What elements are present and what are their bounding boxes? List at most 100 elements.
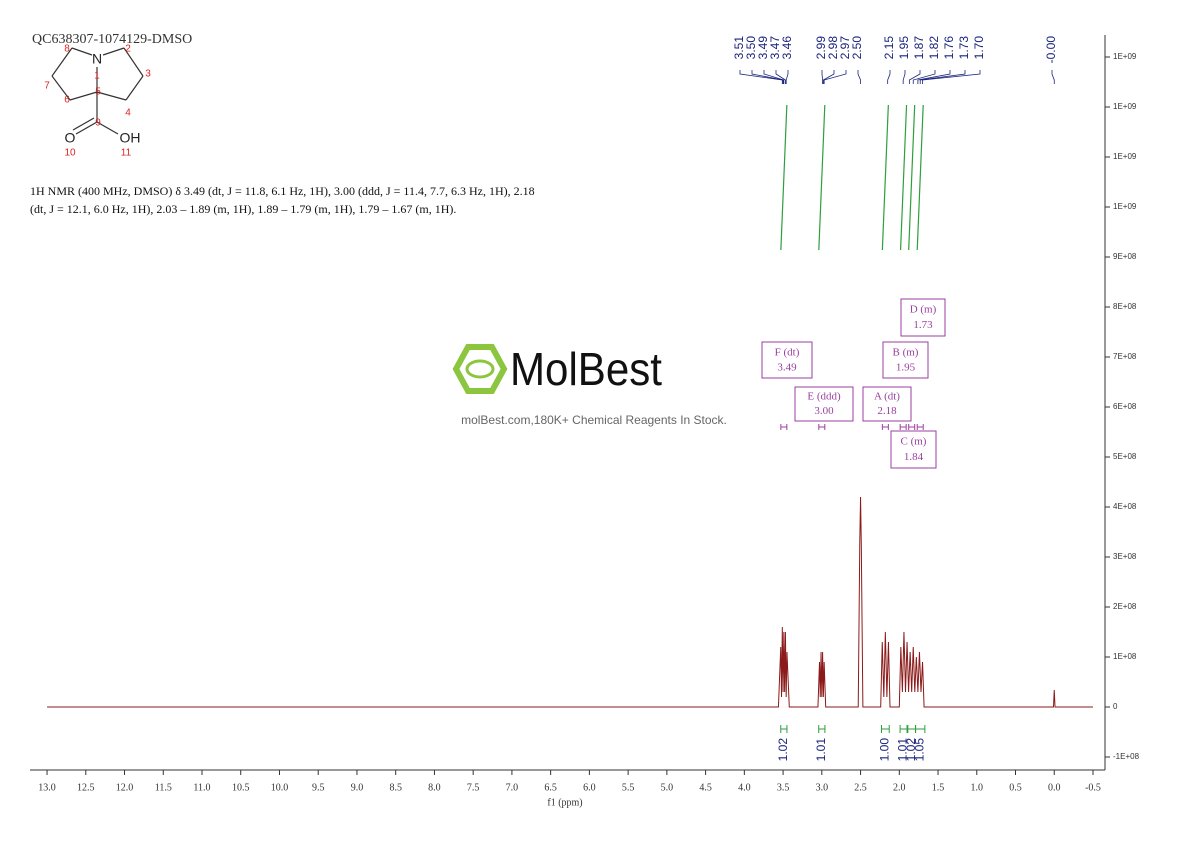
bond (96, 91, 127, 101)
x-tick-label: 5.0 (661, 782, 674, 793)
y-tick-label: -1E+08 (1113, 752, 1140, 761)
x-tick-label: 3.0 (816, 782, 829, 793)
multiplet-name: E (ddd) (807, 391, 841, 403)
y-tick-label: 7E+08 (1113, 352, 1137, 361)
x-tick-label: 7.5 (467, 782, 480, 793)
integral-bracket (818, 725, 826, 733)
integral-bracket (880, 725, 890, 733)
integral-curve (916, 104, 924, 251)
bond (71, 47, 93, 56)
x-tick-label: 5.5 (622, 782, 635, 793)
atom-number: 1 (94, 71, 100, 82)
bond (69, 91, 98, 101)
chart-title: QC638307-1074129-DMSO (32, 32, 192, 47)
peak-pointer (1051, 70, 1055, 84)
multiplet-name: D (m) (910, 304, 937, 316)
x-tick-label: 0.5 (1009, 782, 1022, 793)
peak-label: 2.97 (838, 36, 852, 60)
peak-label: 1.82 (927, 36, 941, 60)
integral-label: 1.02 (776, 738, 790, 762)
watermark-tagline: molBest.com,180K+ Chemical Reagents In S… (461, 413, 727, 427)
peak-label: 1.87 (912, 36, 926, 60)
multiplet-marker (780, 424, 788, 430)
y-tick-label: 2E+08 (1113, 602, 1137, 611)
y-tick-label: 8E+08 (1113, 302, 1137, 311)
y-tick-label: 4E+08 (1113, 502, 1137, 511)
multiplet-marker (916, 424, 924, 430)
peak-pointer (917, 70, 951, 84)
x-tick-label: 1.5 (932, 782, 945, 793)
integral-curve (780, 104, 788, 251)
peak-pointer (902, 70, 906, 84)
peak-pointer (763, 70, 785, 84)
x-tick-label: 2.0 (893, 782, 906, 793)
bond (123, 47, 144, 77)
peak-pointer (908, 70, 921, 84)
atom-label: O (65, 130, 76, 146)
y-tick-label: 3E+08 (1113, 552, 1137, 561)
multiplet-box (900, 298, 946, 337)
bond (102, 47, 125, 56)
multiplet-marker (881, 424, 889, 430)
atom-label: OH (120, 130, 141, 146)
peak-pointer (821, 70, 823, 84)
peak-label: 2.15 (882, 36, 896, 60)
multiplet-name: F (dt) (775, 346, 800, 358)
peak-label: 2.50 (850, 36, 864, 60)
y-tick-label: 1E+09 (1113, 52, 1137, 61)
atom-number: 8 (64, 44, 70, 55)
y-tick-label: 6E+08 (1113, 402, 1137, 411)
peak-label: 1.73 (957, 36, 971, 60)
bond (125, 75, 144, 101)
peak-label: 3.50 (744, 36, 758, 60)
x-tick-label: 8.5 (389, 782, 402, 793)
multiplet-shift: 1.73 (913, 319, 933, 331)
y-tick-label: 1E+09 (1113, 102, 1137, 111)
atom-number: 5 (95, 87, 101, 98)
y-tick-label: 1E+09 (1113, 152, 1137, 161)
x-axis-label: f1 (ppm) (547, 797, 582, 808)
y-tick-label: 1E+08 (1113, 652, 1137, 661)
atom-numbers: 1 2 3 4 5 6 7 8 9 10 11 (44, 44, 151, 159)
multiplet-box (862, 386, 912, 422)
atom-number: 10 (64, 148, 76, 159)
atom-number: 4 (125, 108, 131, 119)
peak-pointer (739, 70, 783, 84)
x-tick-label: 7.0 (506, 782, 519, 793)
multiplet-shift: 3.49 (777, 361, 797, 373)
x-tick-label: 0.0 (1048, 782, 1061, 793)
multiplet-shift: 1.84 (904, 451, 924, 463)
peak-label: 1.95 (897, 36, 911, 60)
integral-bracket (780, 725, 788, 733)
logo-hexagon (452, 344, 508, 394)
atom-number: 6 (64, 95, 70, 106)
multiplet-shift: 1.95 (896, 361, 916, 373)
integral-curve (881, 104, 889, 251)
peak-pointer (919, 70, 966, 84)
x-tick-label: 9.0 (351, 782, 364, 793)
peak-label: -0.00 (1044, 36, 1058, 64)
peak-pointer (785, 70, 789, 84)
description-line: 1H NMR (400 MHz, DMSO) δ 3.49 (dt, J = 1… (30, 184, 535, 198)
multiplet-marker (908, 424, 916, 430)
peak-label: 2.98 (826, 36, 840, 60)
peak-label: 3.47 (768, 36, 782, 60)
logo-ring (465, 359, 495, 379)
multiplet-box (761, 341, 813, 379)
multiplet-box (882, 341, 929, 379)
integral-label: 1.05 (912, 738, 926, 762)
peak-pointer (775, 70, 786, 84)
peak-pointer (823, 70, 847, 84)
y-tick-label: 5E+08 (1113, 452, 1137, 461)
x-tick-label: 10.5 (232, 782, 250, 793)
spectrum-line (47, 496, 1093, 708)
integral-curve (818, 104, 826, 251)
atom-number: 9 (95, 118, 101, 129)
multiplet-shift: 2.18 (877, 405, 897, 417)
integral-label: 1.02 (904, 738, 918, 762)
multiplet-shift: 3.00 (814, 405, 834, 417)
x-tick-label: 4.5 (699, 782, 712, 793)
multiplet-name: A (dt) (874, 391, 900, 403)
